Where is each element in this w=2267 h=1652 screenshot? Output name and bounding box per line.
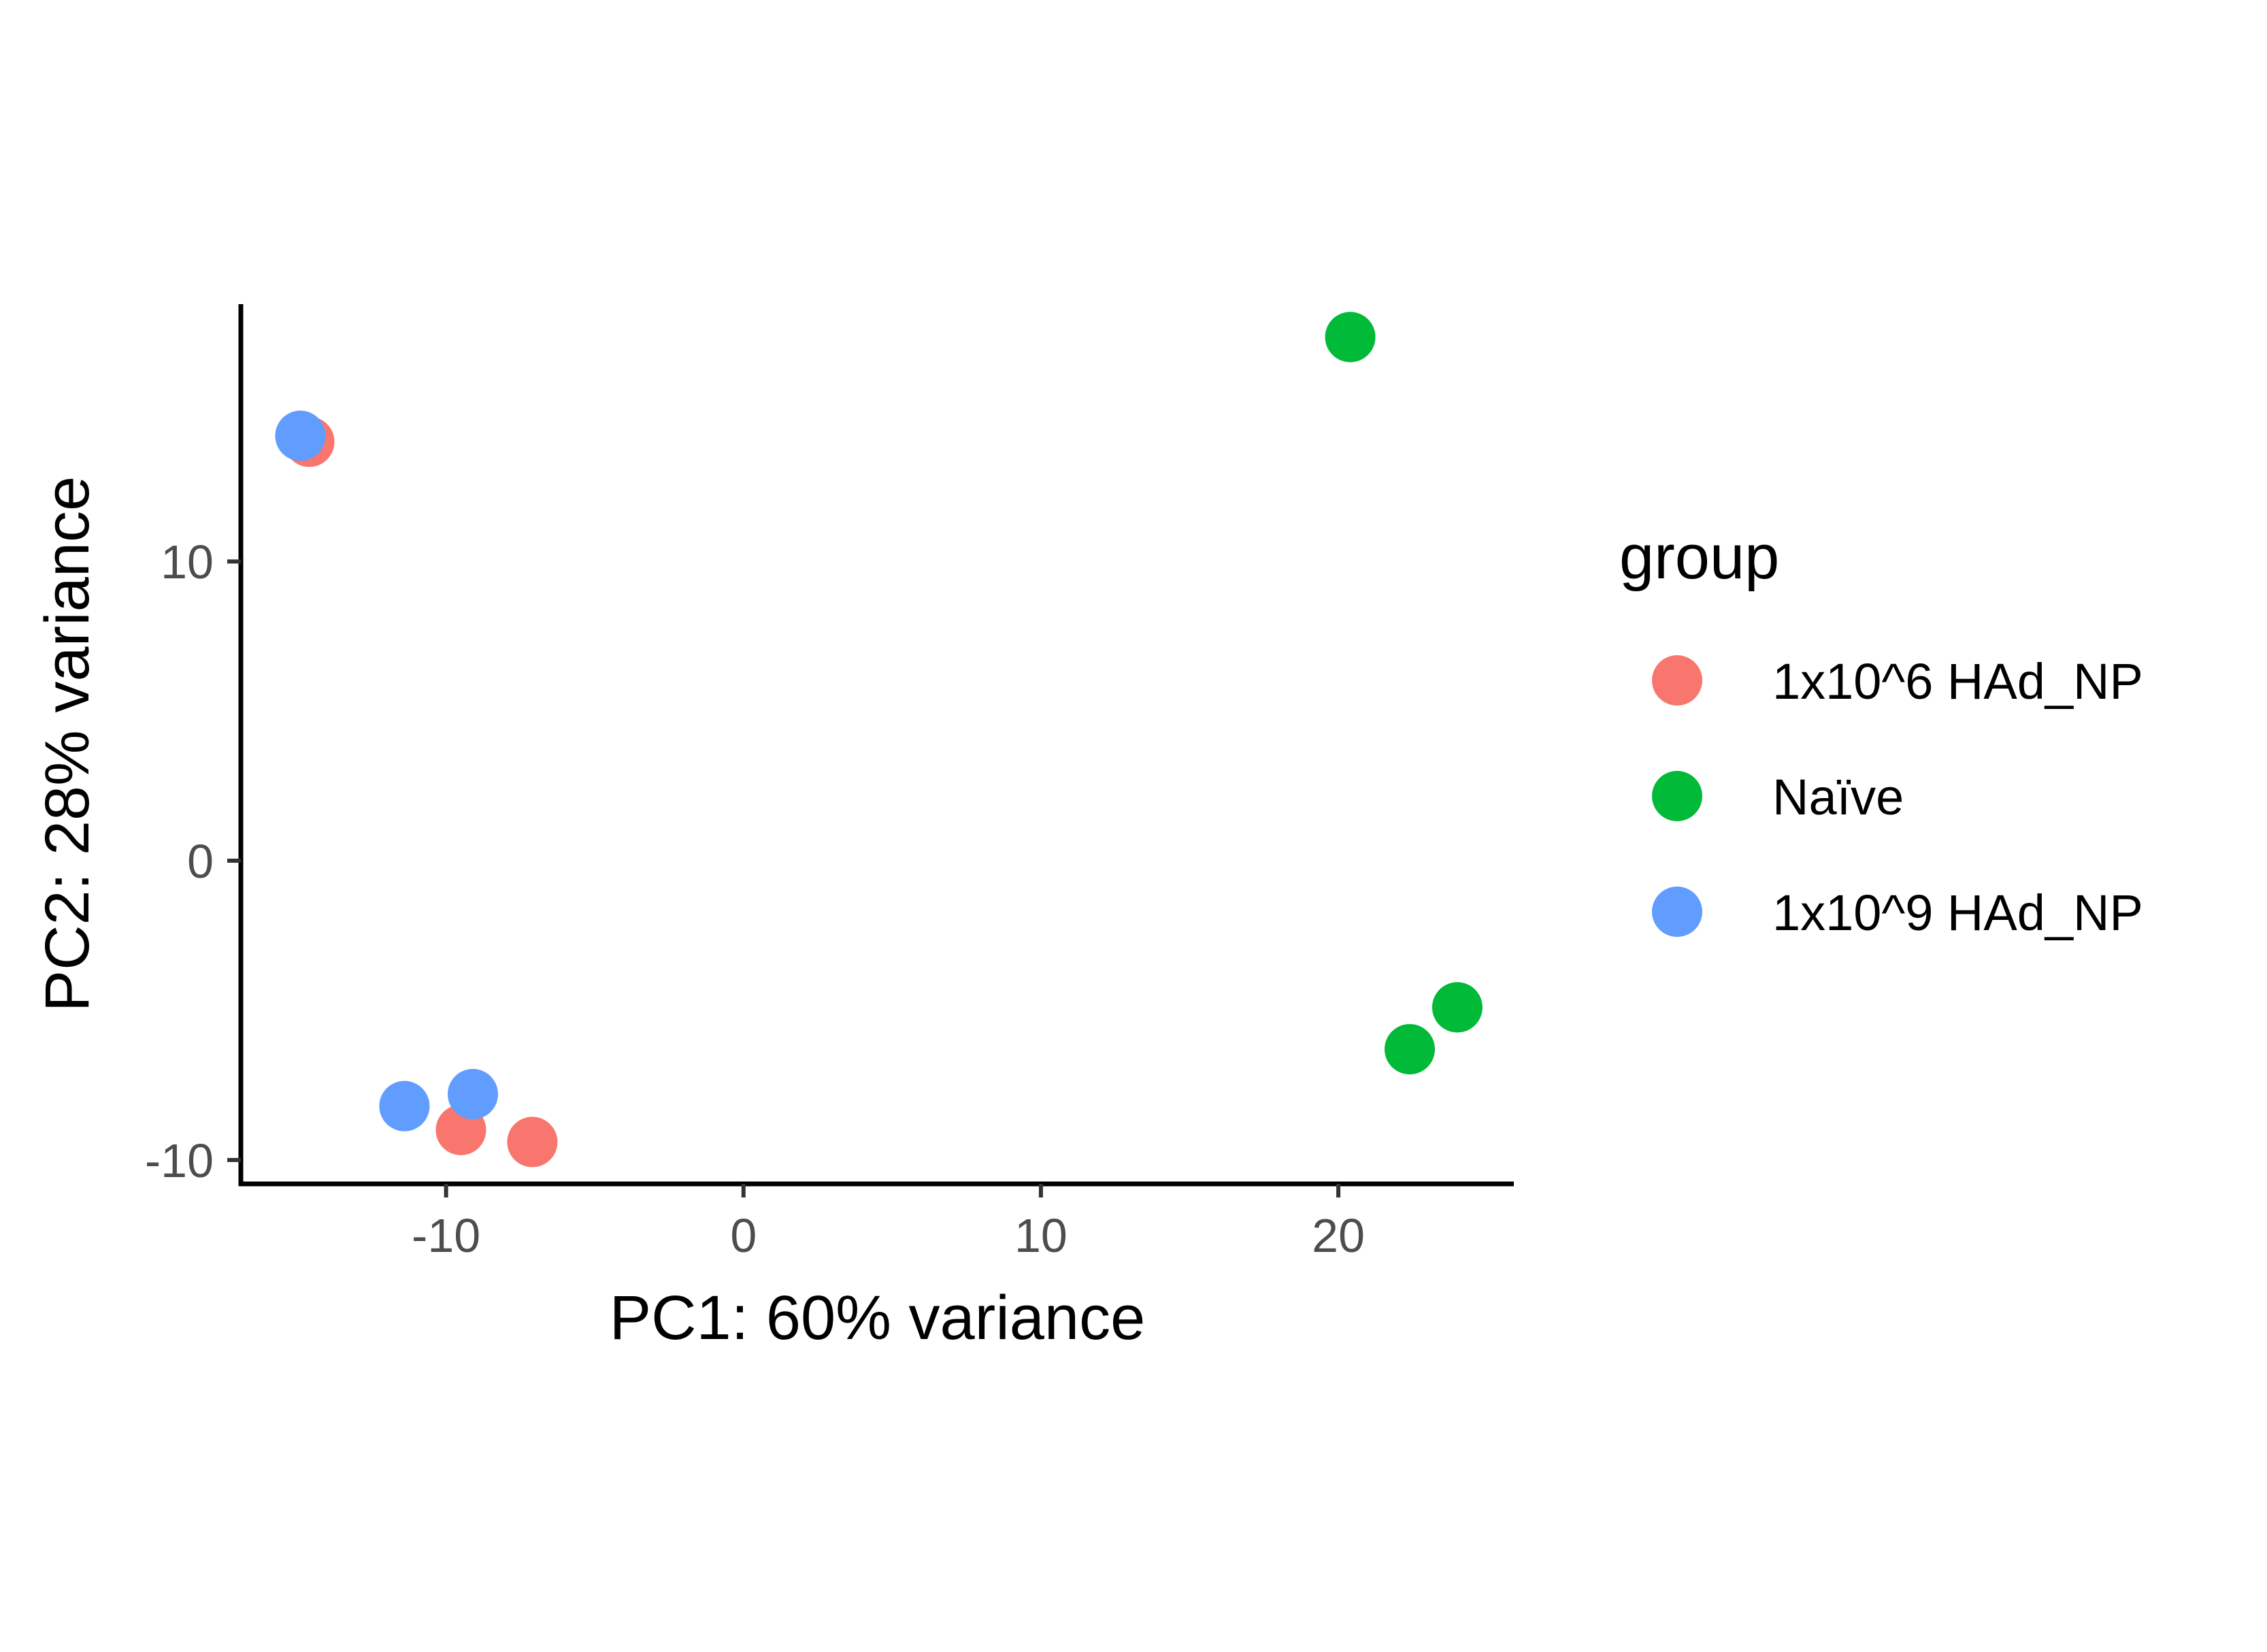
legend-key — [1652, 887, 1702, 937]
data-point — [275, 410, 326, 461]
y-axis-ticks: -10 0 10 — [145, 535, 241, 1187]
legend-label: 1x10^9 HAd_NP — [1772, 885, 2143, 941]
x-tick-label: -10 — [412, 1209, 480, 1262]
data-point — [507, 1117, 558, 1168]
legend-label: Naïve — [1772, 769, 1904, 825]
y-tick-label: 10 — [161, 535, 214, 589]
points-layer — [275, 312, 1483, 1168]
legend-key — [1652, 771, 1702, 821]
y-tick-label: 0 — [187, 835, 214, 888]
x-tick-label: 20 — [1312, 1209, 1365, 1262]
data-point — [1432, 982, 1483, 1033]
legend-key — [1652, 655, 1702, 706]
data-point — [1325, 312, 1376, 363]
legend-items: 1x10^6 HAd_NP Naïve 1x10^9 HAd_NP — [1652, 653, 2143, 941]
x-tick-label: 0 — [730, 1209, 757, 1262]
legend-title: group — [1619, 523, 1779, 592]
x-axis-ticks: -10 0 10 20 — [412, 1184, 1365, 1262]
legend-label: 1x10^6 HAd_NP — [1772, 653, 2143, 710]
legend: group 1x10^6 HAd_NP Naïve 1x10^9 HAd_NP — [1619, 523, 2143, 941]
y-tick-label: -10 — [145, 1134, 214, 1187]
data-point — [447, 1069, 498, 1120]
data-point — [379, 1080, 430, 1131]
y-axis-title: PC2: 28% variance — [33, 476, 102, 1012]
data-point — [1384, 1024, 1435, 1075]
x-tick-label: 10 — [1014, 1209, 1068, 1262]
x-axis-title: PC1: 60% variance — [610, 1283, 1146, 1353]
